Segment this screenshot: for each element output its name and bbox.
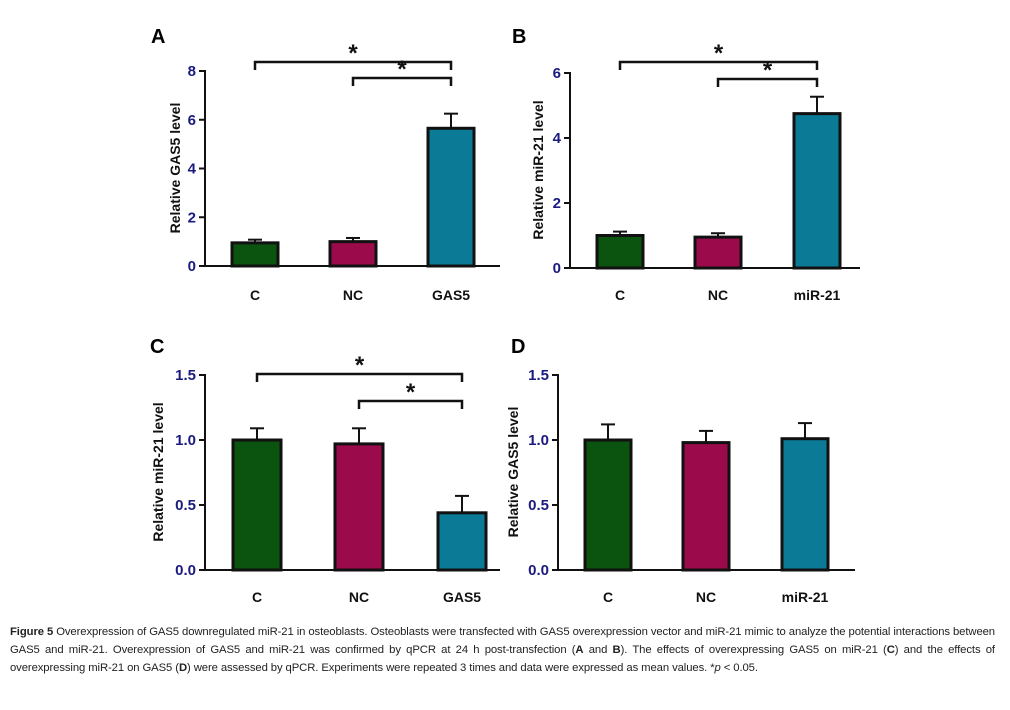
- caption-text: ) and the effects of overexpressing miR-…: [10, 644, 995, 674]
- x-tick-label: miR-21: [794, 287, 841, 303]
- chart-panel-c: C C NC GAS5 0.0 0.5 1.0 1.5 Relative miR-21 leve…: [150, 336, 500, 605]
- bar-mir-21: [780, 437, 830, 572]
- significance-star: *: [763, 57, 773, 84]
- panel-label: B: [512, 26, 526, 48]
- significance-star: *: [406, 379, 416, 406]
- x-tick-label: C: [603, 589, 613, 605]
- bar-c: [583, 438, 633, 572]
- x-tick-label: C: [252, 589, 262, 605]
- caption-ref-a: A: [575, 644, 584, 656]
- significance-bracket: [618, 60, 819, 70]
- bar-c: [595, 234, 645, 270]
- significance-bracket: [255, 372, 464, 382]
- x-tick-label: NC: [343, 287, 363, 303]
- y-tick-label: 1.5: [528, 367, 549, 384]
- x-tick-label: GAS5: [443, 589, 481, 605]
- y-axis-label: Relative miR-21 level: [530, 100, 546, 239]
- y-tick-label: 0.0: [175, 562, 196, 579]
- significance-bracket: [716, 77, 819, 87]
- caption-ref-c: C: [886, 644, 895, 656]
- y-axis-label: Relative GAS5 level: [505, 407, 521, 538]
- y-tick-label: 6: [553, 65, 561, 82]
- significance-bracket: [351, 76, 453, 86]
- panel-label: A: [151, 26, 165, 48]
- significance-bracket: [357, 399, 464, 409]
- panel-label: C: [150, 336, 164, 358]
- chart-panel-d: D C NC miR-21 0.0 0.5 1.0 1.5 Relative GAS5 leve…: [505, 336, 855, 605]
- y-tick-label: 8: [188, 63, 196, 80]
- y-tick-label: 2: [553, 195, 561, 212]
- y-tick-label: 0: [553, 260, 561, 277]
- bar-gas5: [426, 126, 476, 268]
- x-tick-label: C: [615, 287, 625, 303]
- figure-panels: A C NC GAS5 0 2 4 6 8 Relative GAS5 level * * B C NC mi…: [150, 26, 860, 605]
- significance-star: *: [397, 56, 407, 83]
- y-tick-label: 0.5: [528, 497, 549, 514]
- y-tick-label: 1.0: [528, 432, 549, 449]
- caption-text: ) were assessed by qPCR. Experiments wer…: [187, 662, 715, 674]
- y-tick-label: 1.0: [175, 432, 196, 449]
- y-tick-label: 0: [188, 258, 196, 275]
- caption-text: < 0.05.: [720, 662, 758, 674]
- chart-panel-b: B C NC miR-21 0 2 4 6 Relative miR-21 level * *: [512, 26, 860, 303]
- bar-gas5: [436, 511, 488, 572]
- significance-star: *: [714, 40, 724, 67]
- y-tick-label: 6: [188, 112, 196, 129]
- significance-star: *: [348, 40, 358, 67]
- y-axis-label: Relative GAS5 level: [167, 103, 183, 234]
- significance-star: *: [355, 352, 365, 379]
- y-tick-label: 4: [553, 130, 562, 147]
- x-tick-label: miR-21: [782, 589, 829, 605]
- bar-c: [230, 241, 280, 268]
- figure-label: Figure 5: [10, 626, 54, 638]
- y-tick-label: 0.0: [528, 562, 549, 579]
- bar-nc: [681, 441, 731, 572]
- bar-nc: [693, 235, 743, 270]
- caption-ref-d: D: [178, 662, 187, 674]
- x-tick-label: GAS5: [432, 287, 470, 303]
- chart-panel-a: A C NC GAS5 0 2 4 6 8 Relative GAS5 level * *: [151, 26, 500, 303]
- panel-label: D: [511, 336, 525, 358]
- bar-nc: [333, 442, 385, 572]
- bar-c: [231, 438, 283, 572]
- y-tick-label: 1.5: [175, 367, 196, 384]
- bar-mir-21: [792, 112, 842, 270]
- caption-ref-b: B: [612, 644, 621, 656]
- figure-caption: Figure 5 Overexpression of GAS5 downregu…: [10, 623, 995, 677]
- caption-text: Overexpression of GAS5 downregulated miR…: [10, 626, 995, 656]
- y-axis-label: Relative miR-21 level: [150, 402, 166, 541]
- x-tick-label: NC: [708, 287, 728, 303]
- y-tick-label: 2: [188, 209, 196, 226]
- significance-bracket: [253, 60, 453, 70]
- caption-text: ). The effects of overexpressing GAS5 on…: [620, 644, 887, 656]
- y-tick-label: 0.5: [175, 497, 196, 514]
- y-tick-label: 4: [188, 161, 197, 178]
- bar-nc: [328, 240, 378, 268]
- caption-text: and: [583, 644, 613, 656]
- x-tick-label: NC: [696, 589, 716, 605]
- x-tick-label: NC: [349, 589, 369, 605]
- p-value-symbol: p: [714, 662, 721, 674]
- x-tick-label: C: [250, 287, 260, 303]
